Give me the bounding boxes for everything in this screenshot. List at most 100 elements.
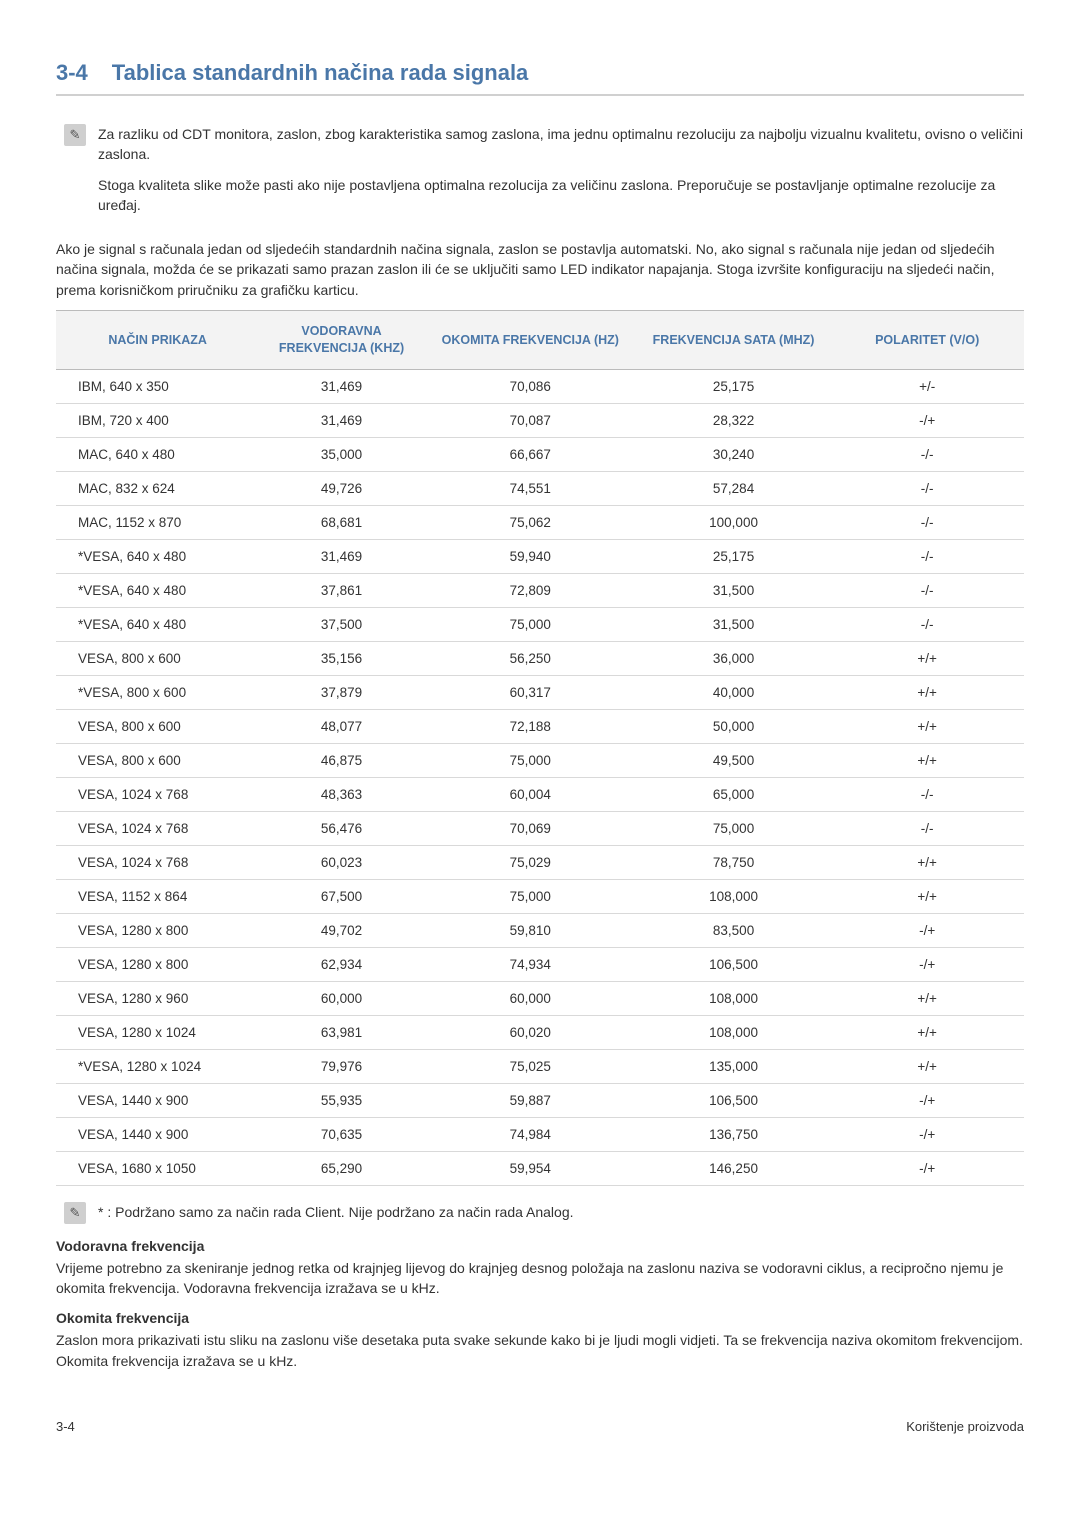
cell-mode: VESA, 1440 x 900 — [56, 1083, 259, 1117]
vfreq-heading: Okomita frekvencija — [56, 1310, 1024, 1326]
table-row: VESA, 1024 x 76860,02375,02978,750+/+ — [56, 845, 1024, 879]
cell-mode: VESA, 800 x 600 — [56, 709, 259, 743]
section-heading: 3-4 Tablica standardnih načina rada sign… — [56, 60, 1024, 96]
cell-hfreq: 31,469 — [259, 539, 424, 573]
cell-polarity: -/+ — [830, 947, 1024, 981]
cell-mode: VESA, 1152 x 864 — [56, 879, 259, 913]
cell-hfreq: 79,976 — [259, 1049, 424, 1083]
cell-clock: 83,500 — [637, 913, 831, 947]
cell-mode: IBM, 640 x 350 — [56, 369, 259, 403]
cell-vfreq: 74,984 — [424, 1117, 637, 1151]
footer-page-number: 3-4 — [56, 1419, 75, 1434]
cell-vfreq: 60,317 — [424, 675, 637, 709]
table-row: VESA, 1280 x 102463,98160,020108,000+/+ — [56, 1015, 1024, 1049]
cell-vfreq: 75,000 — [424, 607, 637, 641]
cell-polarity: +/+ — [830, 1015, 1024, 1049]
cell-polarity: +/+ — [830, 743, 1024, 777]
cell-hfreq: 31,469 — [259, 403, 424, 437]
vfreq-paragraph: Zaslon mora prikazivati istu sliku na za… — [56, 1330, 1024, 1371]
table-row: VESA, 1024 x 76856,47670,06975,000-/- — [56, 811, 1024, 845]
cell-hfreq: 67,500 — [259, 879, 424, 913]
cell-mode: MAC, 1152 x 870 — [56, 505, 259, 539]
cell-polarity: +/+ — [830, 879, 1024, 913]
note-icon: ✎ — [64, 1202, 86, 1224]
note-icon: ✎ — [64, 124, 86, 146]
cell-polarity: -/- — [830, 607, 1024, 641]
cell-vfreq: 75,000 — [424, 743, 637, 777]
cell-vfreq: 59,887 — [424, 1083, 637, 1117]
footnote: ✎ * : Podržano samo za način rada Client… — [56, 1202, 1024, 1224]
table-row: *VESA, 1280 x 102479,97675,025135,000+/+ — [56, 1049, 1024, 1083]
cell-vfreq: 72,809 — [424, 573, 637, 607]
col-header-hfreq: VODORAVNA FREKVENCIJA (KHZ) — [259, 311, 424, 370]
cell-vfreq: 75,000 — [424, 879, 637, 913]
hfreq-paragraph: Vrijeme potrebno za skeniranje jednog re… — [56, 1258, 1024, 1299]
cell-vfreq: 66,667 — [424, 437, 637, 471]
signal-modes-table: NAČIN PRIKAZA VODORAVNA FREKVENCIJA (KHZ… — [56, 310, 1024, 1186]
table-row: VESA, 800 x 60035,15656,25036,000+/+ — [56, 641, 1024, 675]
cell-hfreq: 60,000 — [259, 981, 424, 1015]
section-title: Tablica standardnih načina rada signala — [112, 60, 529, 86]
cell-vfreq: 59,954 — [424, 1151, 637, 1185]
cell-polarity: +/+ — [830, 675, 1024, 709]
cell-polarity: -/- — [830, 437, 1024, 471]
cell-clock: 25,175 — [637, 539, 831, 573]
cell-vfreq: 56,250 — [424, 641, 637, 675]
cell-clock: 100,000 — [637, 505, 831, 539]
cell-hfreq: 35,000 — [259, 437, 424, 471]
cell-polarity: +/- — [830, 369, 1024, 403]
cell-hfreq: 56,476 — [259, 811, 424, 845]
cell-clock: 28,322 — [637, 403, 831, 437]
cell-hfreq: 63,981 — [259, 1015, 424, 1049]
col-header-polarity: POLARITET (V/O) — [830, 311, 1024, 370]
cell-polarity: -/+ — [830, 403, 1024, 437]
cell-vfreq: 75,062 — [424, 505, 637, 539]
cell-polarity: -/- — [830, 811, 1024, 845]
section-number: 3-4 — [56, 60, 88, 86]
cell-mode: VESA, 1024 x 768 — [56, 845, 259, 879]
table-row: MAC, 640 x 48035,00066,66730,240-/- — [56, 437, 1024, 471]
cell-polarity: +/+ — [830, 709, 1024, 743]
cell-hfreq: 35,156 — [259, 641, 424, 675]
cell-polarity: -/- — [830, 573, 1024, 607]
page-footer: 3-4 Korištenje proizvoda — [56, 1419, 1024, 1434]
table-row: VESA, 1024 x 76848,36360,00465,000-/- — [56, 777, 1024, 811]
cell-clock: 78,750 — [637, 845, 831, 879]
cell-hfreq: 48,077 — [259, 709, 424, 743]
cell-hfreq: 60,023 — [259, 845, 424, 879]
cell-clock: 135,000 — [637, 1049, 831, 1083]
table-row: *VESA, 640 x 48031,46959,94025,175-/- — [56, 539, 1024, 573]
cell-vfreq: 75,025 — [424, 1049, 637, 1083]
cell-polarity: -/- — [830, 777, 1024, 811]
cell-clock: 108,000 — [637, 879, 831, 913]
cell-polarity: +/+ — [830, 845, 1024, 879]
table-row: *VESA, 640 x 48037,50075,00031,500-/- — [56, 607, 1024, 641]
cell-mode: *VESA, 800 x 600 — [56, 675, 259, 709]
table-row: VESA, 1440 x 90055,93559,887106,500-/+ — [56, 1083, 1024, 1117]
cell-vfreq: 75,029 — [424, 845, 637, 879]
cell-mode: VESA, 800 x 600 — [56, 641, 259, 675]
cell-clock: 50,000 — [637, 709, 831, 743]
table-row: VESA, 1280 x 80062,93474,934106,500-/+ — [56, 947, 1024, 981]
cell-polarity: -/- — [830, 539, 1024, 573]
cell-clock: 25,175 — [637, 369, 831, 403]
cell-clock: 75,000 — [637, 811, 831, 845]
hfreq-heading: Vodoravna frekvencija — [56, 1238, 1024, 1254]
note-paragraph-2: Stoga kvaliteta slike može pasti ako nij… — [98, 175, 1024, 216]
table-row: MAC, 832 x 62449,72674,55157,284-/- — [56, 471, 1024, 505]
cell-clock: 146,250 — [637, 1151, 831, 1185]
cell-hfreq: 55,935 — [259, 1083, 424, 1117]
cell-mode: VESA, 1280 x 960 — [56, 981, 259, 1015]
cell-mode: VESA, 800 x 600 — [56, 743, 259, 777]
cell-mode: VESA, 1280 x 800 — [56, 947, 259, 981]
footer-section-name: Korištenje proizvoda — [906, 1419, 1024, 1434]
table-row: VESA, 1440 x 90070,63574,984136,750-/+ — [56, 1117, 1024, 1151]
cell-clock: 108,000 — [637, 1015, 831, 1049]
cell-mode: *VESA, 640 x 480 — [56, 607, 259, 641]
cell-mode: *VESA, 640 x 480 — [56, 539, 259, 573]
cell-polarity: +/+ — [830, 1049, 1024, 1083]
cell-clock: 65,000 — [637, 777, 831, 811]
cell-clock: 36,000 — [637, 641, 831, 675]
cell-mode: VESA, 1280 x 800 — [56, 913, 259, 947]
cell-polarity: -/- — [830, 505, 1024, 539]
